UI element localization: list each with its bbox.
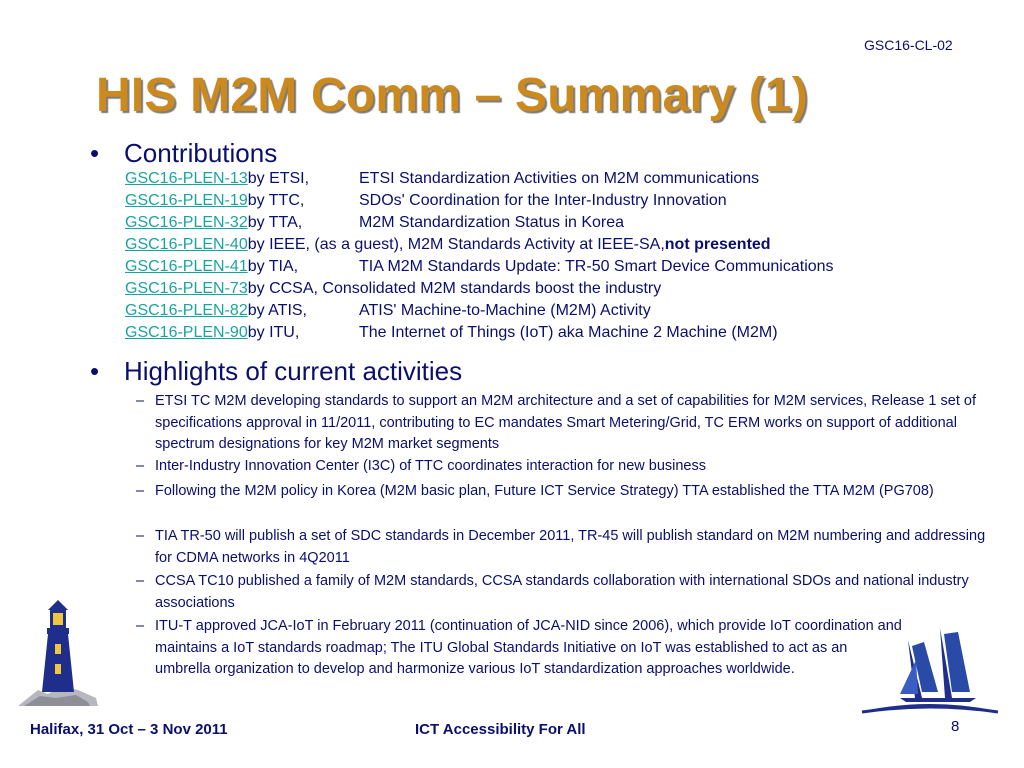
contribution-org: by CCSA, Consolidated M2M standards boos… [247,280,662,297]
highlight-item: – Inter-Industry Innovation Center (I3C) … [136,456,996,478]
contribution-desc: ETSI Standardization Activities on M2M c… [359,170,760,187]
contribution-row: GSC16-PLEN-41 by TIA, TIA M2M Standards U… [125,258,834,278]
dash: – [136,483,145,499]
page-number: 8 [951,718,960,735]
contribution-desc: SDOs' Coordination for the Inter-Industr… [359,192,727,209]
contribution-org: by TTC, [247,192,305,209]
highlights-heading: Highlights of current activities [124,356,463,386]
highlight-text: CCSA TC10 published a family of M2M stan… [155,573,969,611]
lighthouse-icon [18,600,98,706]
contribution-desc: The Internet of Things (IoT) aka Machine… [359,324,778,341]
sailing-ship-icon [861,628,999,714]
contribution-link[interactable]: GSC16-PLEN-19 [125,192,248,209]
contributions-heading-row: • Contributions [90,138,277,169]
highlight-item: – ETSI TC M2M developing standards to sup… [136,391,996,456]
contribution-link[interactable]: GSC16-PLEN-90 [125,324,248,341]
contribution-row: GSC16-PLEN-73 by CCSA, Consolidated M2M … [125,280,661,300]
footer-location-date: Halifax, 31 Oct – 3 Nov 2011 [30,721,228,738]
contribution-org: by ITU, [247,324,300,341]
highlight-item: – Following the M2M policy in Korea (M2M … [136,481,996,503]
highlight-item: – TIA TR-50 will publish a set of SDC sta… [136,526,996,569]
dash: – [136,618,145,634]
highlights-heading-row: • Highlights of current activities [90,356,462,387]
contribution-row: GSC16-PLEN-13 by ETSI, ETSI Standardizati… [125,170,759,190]
contribution-link[interactable]: GSC16-PLEN-32 [125,214,248,231]
dash: – [136,573,145,589]
contribution-org: by ATIS, [247,302,307,319]
contribution-link[interactable]: GSC16-PLEN-41 [125,258,248,275]
contribution-row: GSC16-PLEN-32 by TTA, M2M Standardization… [125,214,624,234]
footer-tagline: ICT Accessibility For All [415,721,586,738]
highlight-text: ITU-T approved JCA-IoT in February 2011 … [155,618,902,677]
contribution-link[interactable]: GSC16-PLEN-13 [125,170,248,187]
not-presented-label: not presented [664,236,771,253]
contribution-row: GSC16-PLEN-90 by ITU, The Internet of Thi… [125,324,778,344]
dash: – [136,528,145,544]
contribution-desc: ATIS' Machine-to-Machine (M2M) Activity [359,302,651,319]
bullet: • [90,138,100,168]
contribution-link[interactable]: GSC16-PLEN-73 [125,280,248,297]
dash: – [136,393,145,409]
contribution-org: by TTA, [247,214,303,231]
highlight-text: Inter-Industry Innovation Center (I3C) o… [155,458,706,474]
contribution-org: by ETSI, [247,170,310,187]
bullet: • [90,356,100,386]
highlight-text: TIA TR-50 will publish a set of SDC stan… [155,528,986,566]
contribution-link[interactable]: GSC16-PLEN-82 [125,302,248,319]
highlight-item: – CCSA TC10 published a family of M2M sta… [136,571,996,614]
contributions-heading: Contributions [124,138,278,168]
contribution-row: GSC16-PLEN-19 by TTC, SDOs' Coordination … [125,192,727,212]
highlight-text: Following the M2M policy in Korea (M2M b… [155,483,934,499]
contribution-row: GSC16-PLEN-40 by IEEE, (as a guest), M2M… [125,236,771,256]
contribution-link[interactable]: GSC16-PLEN-40 [125,236,248,253]
doc-id: GSC16-CL-02 [864,37,953,53]
contribution-desc: TIA M2M Standards Update: TR-50 Smart De… [359,258,834,275]
highlight-item: – ITU-T approved JCA-IoT in February 2011… [136,616,906,681]
contribution-row: GSC16-PLEN-82 by ATIS, ATIS' Machine-to-M… [125,302,651,322]
page-title: HIS M2M Comm – Summary (1) [96,69,809,122]
contribution-org: by TIA, [247,258,299,275]
contribution-org: by IEEE, (as a guest), M2M Standards Act… [247,236,665,253]
dash: – [136,458,145,474]
contribution-desc: M2M Standardization Status in Korea [359,214,625,231]
highlight-text: ETSI TC M2M developing standards to supp… [155,393,976,452]
